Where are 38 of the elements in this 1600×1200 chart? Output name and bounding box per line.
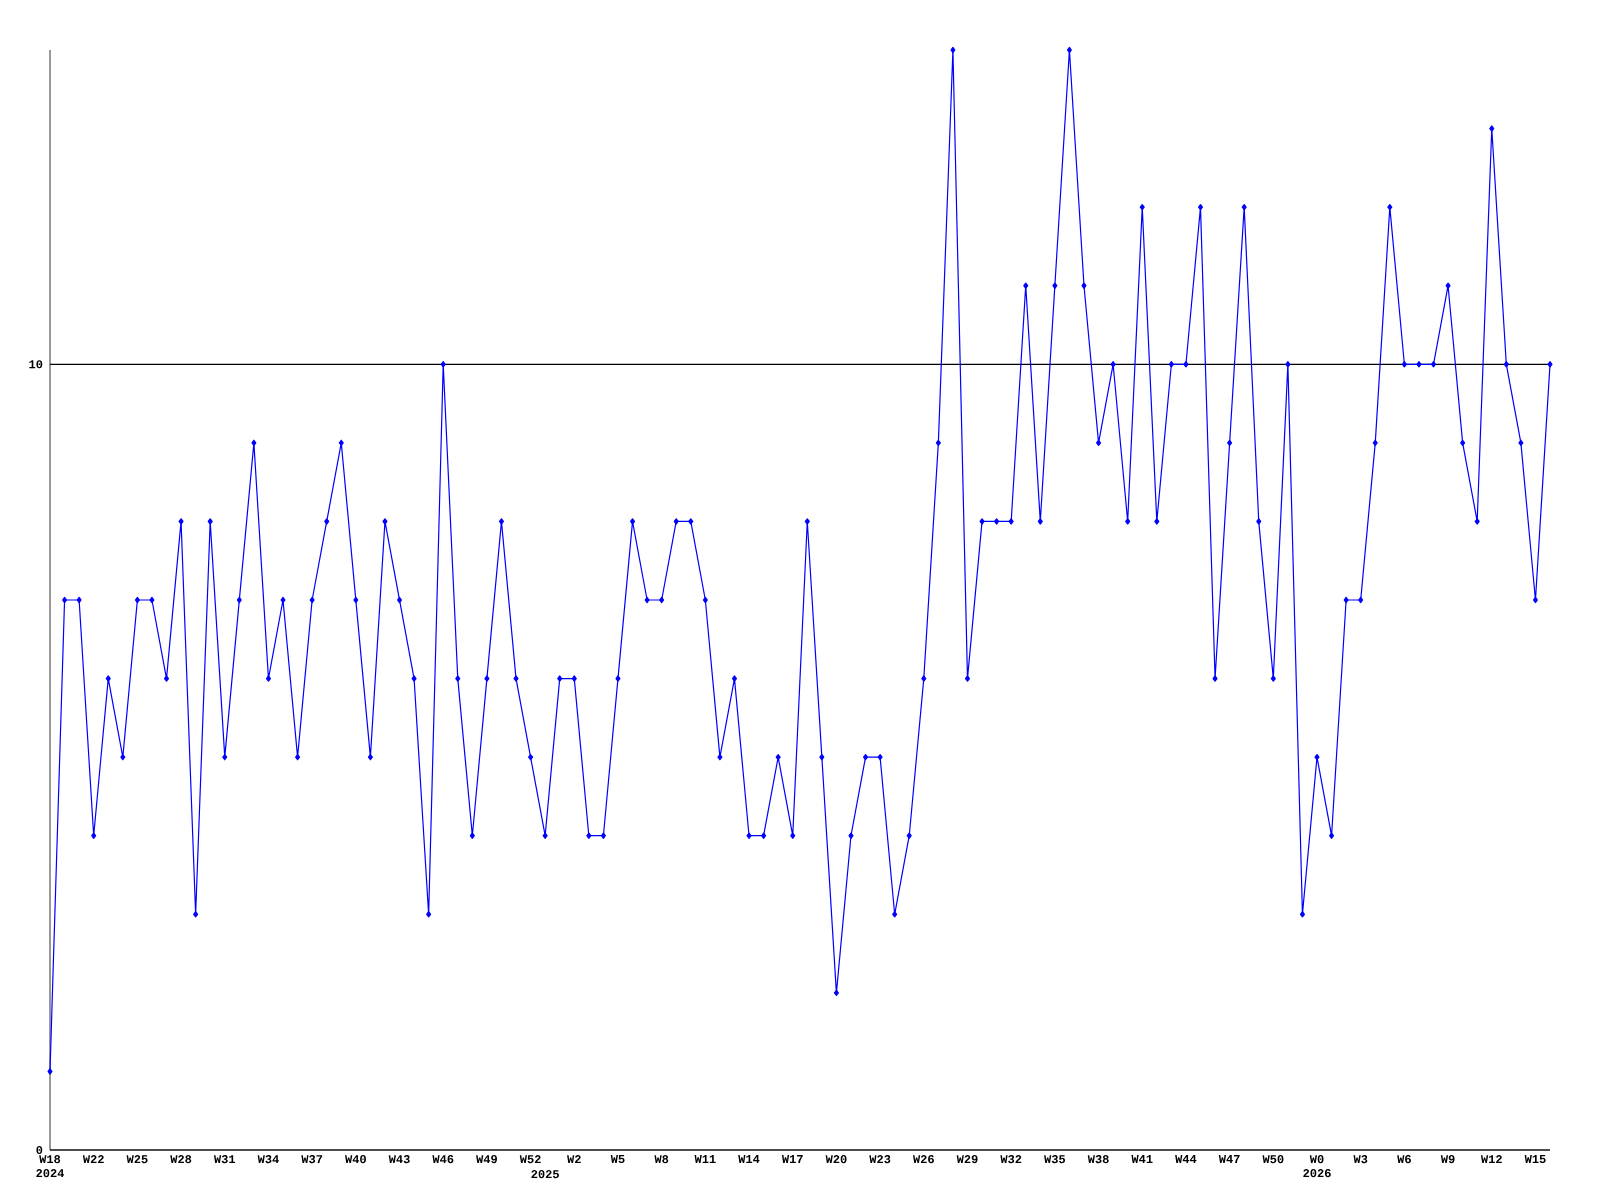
x-tick-label: W2 — [567, 1155, 581, 1164]
x-tick-label: W26 — [912, 1155, 934, 1164]
x-tick-label: W41 — [1131, 1155, 1153, 1163]
x-tick-label: W18 2024 — [36, 1155, 65, 1178]
y-tick-label: 0 — [36, 1145, 43, 1155]
x-tick-label: W28 — [170, 1155, 192, 1164]
x-tick-label: W38 — [1087, 1155, 1109, 1164]
x-tick-label: W52 — [519, 1155, 541, 1164]
x-tick-label: W5 — [610, 1155, 625, 1164]
x-tick-label: W44 — [1175, 1155, 1197, 1163]
x-tick-label: W14 — [738, 1155, 760, 1163]
x-tick-label: W12 — [1480, 1155, 1502, 1164]
x-tick-label: W11 — [694, 1155, 716, 1163]
x-tick-label: W34 — [257, 1155, 279, 1164]
x-tick-label: W6 — [1397, 1155, 1411, 1164]
x-tick-label: W3 — [1353, 1155, 1368, 1164]
x-tick-label: 2025 — [531, 1170, 559, 1179]
x-tick-label: W50 — [1262, 1155, 1284, 1164]
x-tick-label: W46 — [432, 1155, 454, 1164]
x-tick-label: W40 — [345, 1155, 366, 1164]
x-tick-label: W37 — [301, 1155, 323, 1164]
x-tick-label: W47 — [1218, 1155, 1240, 1163]
x-tick-label: W22 — [82, 1155, 104, 1164]
x-tick-label: W17 — [781, 1155, 803, 1163]
x-tick-label: W15 — [1524, 1155, 1546, 1164]
x-tick-label: W0 2026 — [1303, 1155, 1331, 1178]
y-tick-label: 10 — [29, 360, 43, 369]
x-tick-label: W43 — [388, 1155, 410, 1164]
x-tick-label: W9 — [1440, 1155, 1455, 1164]
x-tick-label: W20 — [825, 1155, 847, 1164]
x-tick-label: W8 — [654, 1155, 669, 1164]
x-tick-label: W32 — [1000, 1155, 1022, 1164]
x-tick-label: W31 — [213, 1155, 236, 1164]
x-tick-label: W35 — [1044, 1155, 1066, 1164]
x-tick-label: W25 — [126, 1155, 148, 1164]
x-tick-label: W23 — [869, 1155, 891, 1164]
x-tick-label: W29 — [956, 1155, 978, 1164]
x-tick-label: W49 — [476, 1155, 497, 1164]
